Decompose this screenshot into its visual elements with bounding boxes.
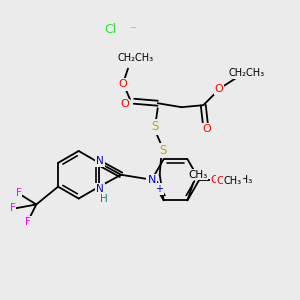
Text: Cl: Cl: [104, 22, 116, 36]
Text: N: N: [96, 156, 104, 166]
Text: CH₃: CH₃: [189, 169, 208, 180]
Text: O: O: [215, 84, 224, 94]
Text: S: S: [159, 144, 166, 157]
Text: CH₃: CH₃: [233, 175, 253, 185]
Text: O: O: [202, 124, 211, 134]
Text: O: O: [119, 80, 128, 89]
Text: O: O: [211, 175, 220, 185]
Text: O: O: [217, 176, 226, 186]
Text: S: S: [151, 121, 158, 134]
Text: O: O: [121, 99, 129, 109]
Text: F: F: [16, 188, 21, 198]
Text: N: N: [96, 184, 104, 194]
Text: CH₂CH₃: CH₂CH₃: [118, 52, 154, 63]
Text: CH₃: CH₃: [224, 176, 242, 186]
Text: F: F: [26, 217, 31, 227]
Text: ⁻: ⁻: [129, 25, 136, 38]
Text: +: +: [155, 184, 163, 194]
Text: CH₂CH₃: CH₂CH₃: [229, 68, 265, 79]
Text: H: H: [100, 194, 108, 203]
Text: N: N: [148, 175, 156, 185]
Text: F: F: [10, 203, 15, 214]
